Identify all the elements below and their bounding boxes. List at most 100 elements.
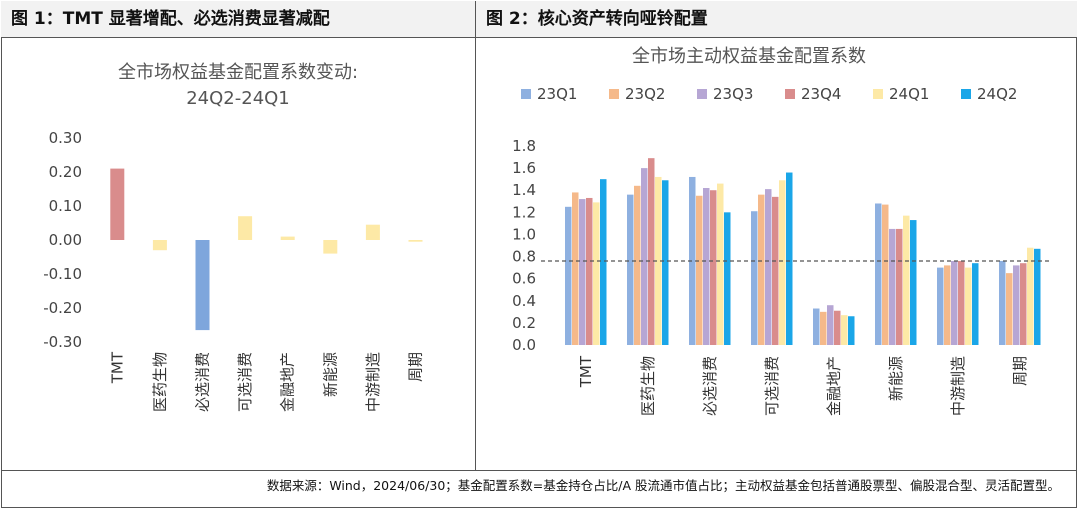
x-category-label: 必选消费 xyxy=(194,352,212,412)
bar-24Q1-中游制造 xyxy=(965,267,972,345)
bar-23Q1-可选消费 xyxy=(751,211,758,345)
bar-23Q4-金融地产 xyxy=(834,310,841,345)
bar-23Q2-必选消费 xyxy=(696,195,703,345)
x-category-label: 可选消费 xyxy=(236,352,254,412)
legend-label: 23Q1 xyxy=(537,85,577,103)
x-category-label: 金融地产 xyxy=(279,352,297,412)
figure-2-header: 图 2：核心资产转向哑铃配置 xyxy=(475,1,1077,38)
bar-金融地产 xyxy=(280,236,295,240)
bar-24Q2-TMT xyxy=(600,179,607,345)
legend-label: 23Q3 xyxy=(713,85,753,103)
x-category-label: 新能源 xyxy=(887,356,905,401)
bar-23Q4-TMT xyxy=(586,197,593,345)
bar-医药生物 xyxy=(152,240,167,251)
y-tick-label: 0.00 xyxy=(49,231,82,249)
bar-23Q4-必选消费 xyxy=(710,190,717,345)
bar-23Q4-医药生物 xyxy=(648,158,655,345)
legend-swatch xyxy=(785,89,795,99)
legend-label: 24Q1 xyxy=(889,85,929,103)
bar-24Q2-可选消费 xyxy=(786,172,793,345)
legend-label: 23Q2 xyxy=(625,85,665,103)
source-footnote: 数据来源：Wind，2024/06/30；基金配置系数=基金持仓占比/A 股流通… xyxy=(266,478,1060,493)
bar-24Q1-TMT xyxy=(593,202,600,345)
chart1-title: 全市场权益基金配置系数变动: xyxy=(118,62,358,83)
bar-23Q2-新能源 xyxy=(882,204,889,345)
bar-可选消费 xyxy=(238,216,253,240)
x-category-label: 医药生物 xyxy=(151,352,169,412)
bar-24Q2-医药生物 xyxy=(662,180,669,345)
bar-23Q1-新能源 xyxy=(875,203,882,345)
bar-24Q1-新能源 xyxy=(903,215,910,345)
x-category-label: 周期 xyxy=(1011,356,1029,386)
y-tick-label: 0.10 xyxy=(49,197,82,215)
bar-TMT xyxy=(110,168,125,240)
bar-23Q2-周期 xyxy=(1006,273,1013,345)
bar-23Q1-医药生物 xyxy=(627,194,634,345)
legend-swatch xyxy=(873,89,883,99)
bar-23Q3-必选消费 xyxy=(703,188,710,345)
bar-23Q2-金融地产 xyxy=(820,311,827,345)
chart2-title: 全市场主动权益基金配置系数 xyxy=(632,46,866,67)
bar-24Q2-中游制造 xyxy=(972,263,979,345)
y-tick-label: 0.0 xyxy=(512,336,536,354)
bar-周期 xyxy=(408,240,423,242)
bar-23Q3-医药生物 xyxy=(641,168,648,345)
bar-新能源 xyxy=(323,240,338,254)
chart-panel-left: 全市场权益基金配置系数变动: 24Q2-24Q1 0.30 0.20 0.10 0.0… xyxy=(2,40,474,470)
x-category-label: 周期 xyxy=(407,352,425,382)
bar-24Q1-医药生物 xyxy=(655,176,662,345)
y-tick-label: -0.30 xyxy=(43,333,82,351)
bar-23Q2-可选消费 xyxy=(758,194,765,345)
bar-23Q3-可选消费 xyxy=(765,189,772,345)
chart1-subtitle: 24Q2-24Q1 xyxy=(186,88,290,109)
legend-swatch xyxy=(961,89,971,99)
change-bar-chart: 全市场权益基金配置系数变动: 24Q2-24Q1 0.30 0.20 0.10 0.0… xyxy=(43,62,425,412)
y-tick-label: 0.6 xyxy=(512,270,536,288)
y-tick-label: -0.10 xyxy=(43,265,82,283)
y-tick-label: 0.20 xyxy=(49,163,82,181)
bar-24Q2-新能源 xyxy=(910,220,917,345)
bar-中游制造 xyxy=(365,224,380,240)
x-category-label: 金融地产 xyxy=(825,356,843,416)
x-category-label: 必选消费 xyxy=(701,356,719,416)
bar-23Q3-新能源 xyxy=(889,228,896,345)
footnote-divider xyxy=(1,470,1077,471)
y-tick-label: 1.6 xyxy=(512,159,536,177)
x-category-label: TMT xyxy=(577,355,595,388)
bar-必选消费 xyxy=(195,240,210,331)
y-tick-label: 1.4 xyxy=(512,181,536,199)
bar-23Q2-医药生物 xyxy=(634,185,641,345)
x-category-label: 医药生物 xyxy=(639,356,657,416)
bar-23Q1-金融地产 xyxy=(813,308,820,345)
bar-23Q3-金融地产 xyxy=(827,305,834,345)
bar-24Q1-金融地产 xyxy=(841,315,848,345)
bar-23Q4-周期 xyxy=(1020,263,1027,345)
bar-23Q3-周期 xyxy=(1013,265,1020,345)
bar-24Q1-可选消费 xyxy=(779,180,786,345)
y-tick-label: -0.20 xyxy=(43,299,82,317)
bar-23Q2-中游制造 xyxy=(944,265,951,345)
bar-24Q1-必选消费 xyxy=(717,183,724,345)
x-category-label: 中游制造 xyxy=(949,356,967,416)
bar-23Q4-新能源 xyxy=(896,228,903,345)
bar-23Q1-周期 xyxy=(999,260,1006,345)
legend-swatch xyxy=(521,89,531,99)
x-category-label: TMT xyxy=(108,351,126,384)
bar-24Q2-周期 xyxy=(1034,248,1041,345)
y-tick-label: 0.2 xyxy=(512,314,536,332)
panel-divider xyxy=(475,1,476,471)
legend-label: 24Q2 xyxy=(977,85,1017,103)
bar-23Q3-TMT xyxy=(579,199,586,345)
y-tick-label: 0.30 xyxy=(49,129,82,147)
bar-24Q2-金融地产 xyxy=(848,316,855,345)
x-category-label: 新能源 xyxy=(321,352,339,397)
bar-23Q1-中游制造 xyxy=(937,267,944,345)
bar-24Q2-必选消费 xyxy=(724,212,731,345)
bar-23Q2-TMT xyxy=(572,192,579,345)
bar-23Q4-可选消费 xyxy=(772,196,779,345)
bar-23Q1-必选消费 xyxy=(689,176,696,345)
legend-label: 23Q4 xyxy=(801,85,841,103)
x-category-label: 可选消费 xyxy=(763,356,781,416)
y-tick-label: 0.8 xyxy=(512,248,536,266)
bar-23Q3-中游制造 xyxy=(951,260,958,345)
